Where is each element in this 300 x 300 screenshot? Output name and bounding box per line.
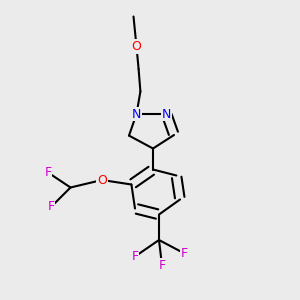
Text: F: F	[131, 250, 139, 263]
Text: F: F	[47, 200, 55, 214]
Text: O: O	[97, 173, 107, 187]
Text: N: N	[132, 107, 141, 121]
Text: O: O	[132, 40, 141, 53]
Text: N: N	[162, 107, 171, 121]
Text: F: F	[44, 166, 52, 179]
Text: F: F	[158, 259, 166, 272]
Text: F: F	[181, 247, 188, 260]
